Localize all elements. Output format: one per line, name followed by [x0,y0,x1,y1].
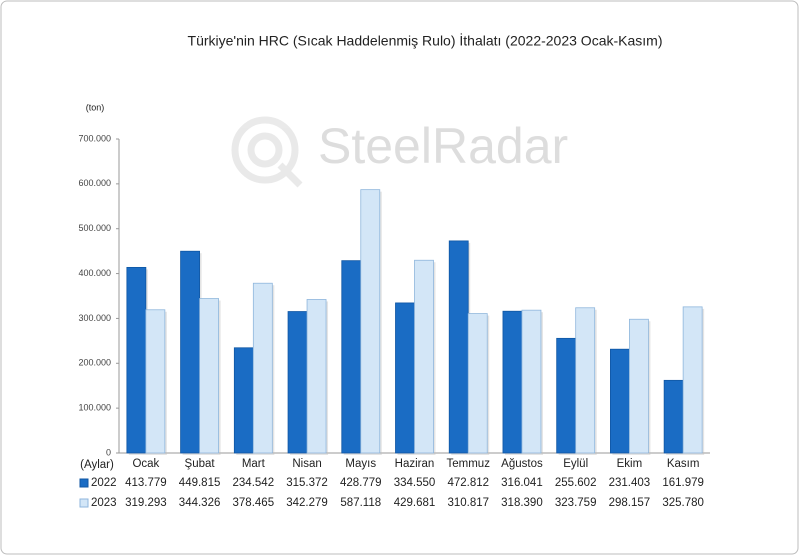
bar [341,260,362,454]
bar [306,299,327,454]
x-tick-label: Kasım [667,458,700,470]
bar [180,250,200,454]
x-tick-label: Eylül [563,458,588,470]
x-tick-label: Ağustos [501,458,543,470]
y-tick-label: 500.000 [78,223,111,233]
x-tick-label: Ekim [617,458,643,470]
watermark-logo [231,116,303,188]
bar [502,310,523,454]
table-value: 428.779 [340,477,382,489]
legend-swatch [79,498,89,508]
y-tick-label: 100.000 [78,403,111,413]
table-value: 342.279 [286,497,328,509]
bar [663,379,684,454]
x-tick-label: Mart [242,458,266,470]
y-tick-label: 200.000 [78,358,111,368]
bar [252,282,273,454]
chart-title: Türkiye'nin HRC (Sıcak Haddelenmiş Rulo)… [188,32,663,49]
y-axis-label: (ton) [86,102,105,112]
table-value: 587.118 [340,497,381,509]
bar [448,240,469,454]
table-value: 449.815 [179,477,221,489]
table-value: 472.812 [447,477,489,489]
y-tick-label: 300.000 [78,313,111,323]
x-tick-label: Haziran [395,458,435,470]
table-value: 344.326 [179,497,221,509]
bar [575,307,596,454]
y-tick-label: 600.000 [78,178,111,188]
legend-label: 2023 [91,497,117,509]
x-tick-label: Ocak [132,458,159,470]
bar [414,259,434,454]
bar [360,189,381,454]
x-tick-label: Temmuz [447,458,491,470]
table-value: 378.465 [233,497,275,509]
legend-swatch [79,478,89,488]
legend-label: 2022 [91,477,117,489]
x-tick-label: Mayıs [345,458,376,470]
table-value: 310.817 [447,497,489,509]
table-value: 161.979 [662,477,704,489]
table-value: 323.759 [555,497,597,509]
table-value: 325.780 [662,497,704,509]
bar [610,348,630,454]
table-value: 315.372 [286,477,328,489]
bar [145,309,166,454]
y-tick-label: 0 [106,447,111,457]
x-axis-label: (Aylar) [80,459,114,471]
table-value: 316.041 [501,477,543,489]
y-tick-label: 400.000 [78,268,111,278]
bar [287,311,308,454]
x-tick-label: Nisan [292,458,321,470]
bar [199,298,219,454]
bar [629,318,649,454]
table-value: 298.157 [609,497,651,509]
bar [233,347,254,454]
bar [682,306,703,454]
bar [395,302,415,454]
table-value: 319.293 [125,497,167,509]
table-value: 334.550 [394,477,436,489]
bar [126,266,147,454]
watermark: SteelRadar [318,118,568,174]
table-value: 429.681 [394,497,436,509]
bar [521,309,542,454]
table-value: 413.779 [125,477,167,489]
y-tick-label: 700.000 [78,133,111,143]
table-value: 318.390 [501,497,543,509]
table-value: 231.403 [609,477,651,489]
bar [556,337,577,454]
x-tick-label: Şubat [185,458,216,470]
table-value: 255.602 [555,477,597,489]
bar [467,313,488,454]
table-value: 234.542 [233,477,275,489]
